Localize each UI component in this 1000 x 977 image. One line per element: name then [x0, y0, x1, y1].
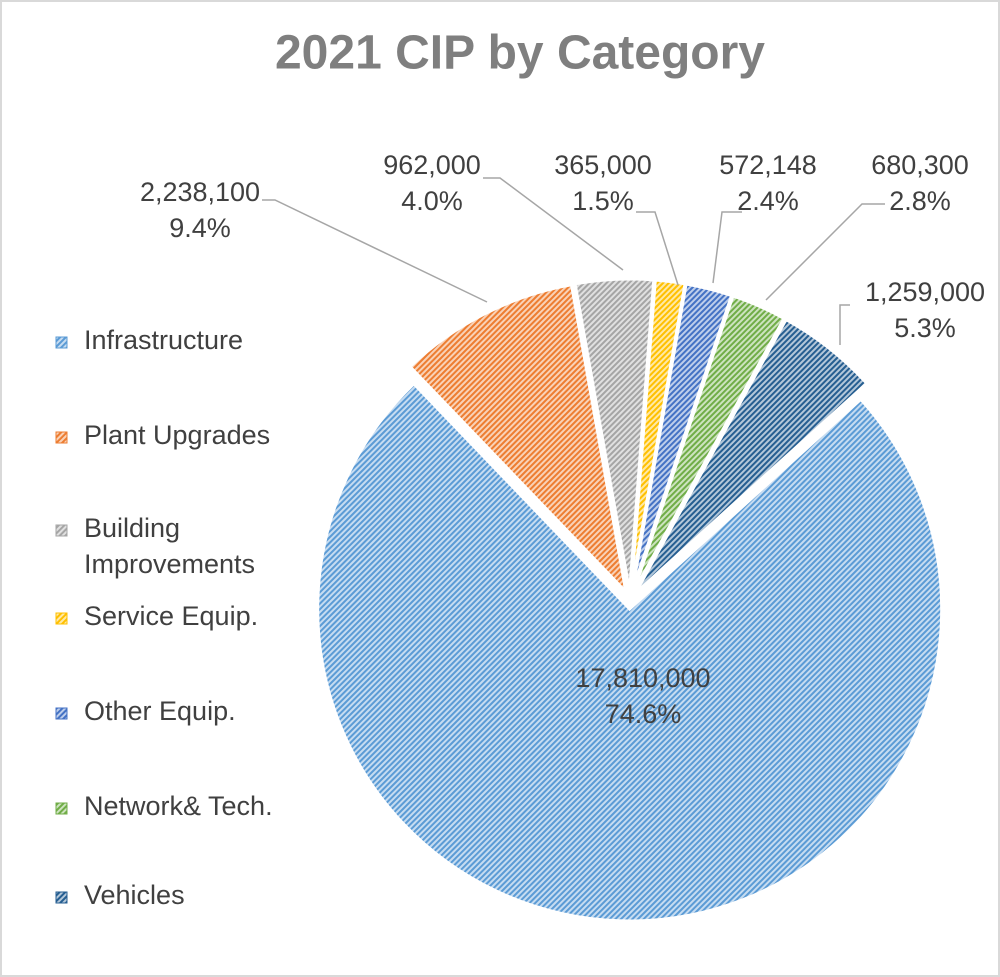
- legend-label: Vehicles: [84, 880, 185, 910]
- value-label: 680,300: [871, 150, 969, 180]
- legend-swatch: [55, 802, 68, 815]
- legend-label: Building Improvements: [84, 513, 255, 579]
- percent-label: 1.5%: [572, 186, 634, 216]
- value-label: 1,259,000: [865, 277, 985, 307]
- leader-line: [636, 211, 679, 286]
- chart-title: 2021 CIP by Category: [275, 27, 765, 80]
- leader-line: [483, 177, 624, 271]
- legend-label: Plant Upgrades: [84, 420, 270, 450]
- percent-label: 9.4%: [169, 213, 231, 243]
- legend-label: Other Equip.: [84, 696, 236, 726]
- legend-swatch: [55, 524, 68, 537]
- leader-line: [765, 203, 885, 301]
- legend-swatch: [55, 612, 68, 625]
- percent-label: 5.3%: [894, 313, 956, 343]
- legend-label: Infrastructure: [84, 325, 243, 355]
- leader-line: [262, 199, 488, 303]
- legend-swatch: [55, 336, 68, 349]
- leader-line: [839, 304, 850, 345]
- legend-label: Network& Tech.: [84, 791, 273, 821]
- value-label: 17,810,000: [575, 663, 710, 693]
- legend-label: Service Equip.: [84, 601, 258, 631]
- leader-line: [712, 211, 742, 284]
- value-label: 2,238,100: [140, 177, 260, 207]
- percent-label: 4.0%: [401, 186, 463, 216]
- value-label: 365,000: [554, 150, 652, 180]
- pie-slice: [632, 294, 787, 593]
- value-label: 572,148: [719, 150, 817, 180]
- pie-slice: [634, 317, 869, 595]
- legend-swatch: [55, 891, 68, 904]
- pie-slice: [316, 381, 944, 923]
- legend-swatch: [55, 707, 68, 720]
- pie-slice: [573, 277, 656, 592]
- pie-slice: [407, 283, 629, 597]
- percent-label: 2.4%: [737, 186, 799, 216]
- percent-label: 2.8%: [889, 186, 951, 216]
- percent-label: 74.6%: [605, 699, 682, 729]
- legend-swatch: [55, 431, 68, 444]
- value-label: 962,000: [383, 150, 481, 180]
